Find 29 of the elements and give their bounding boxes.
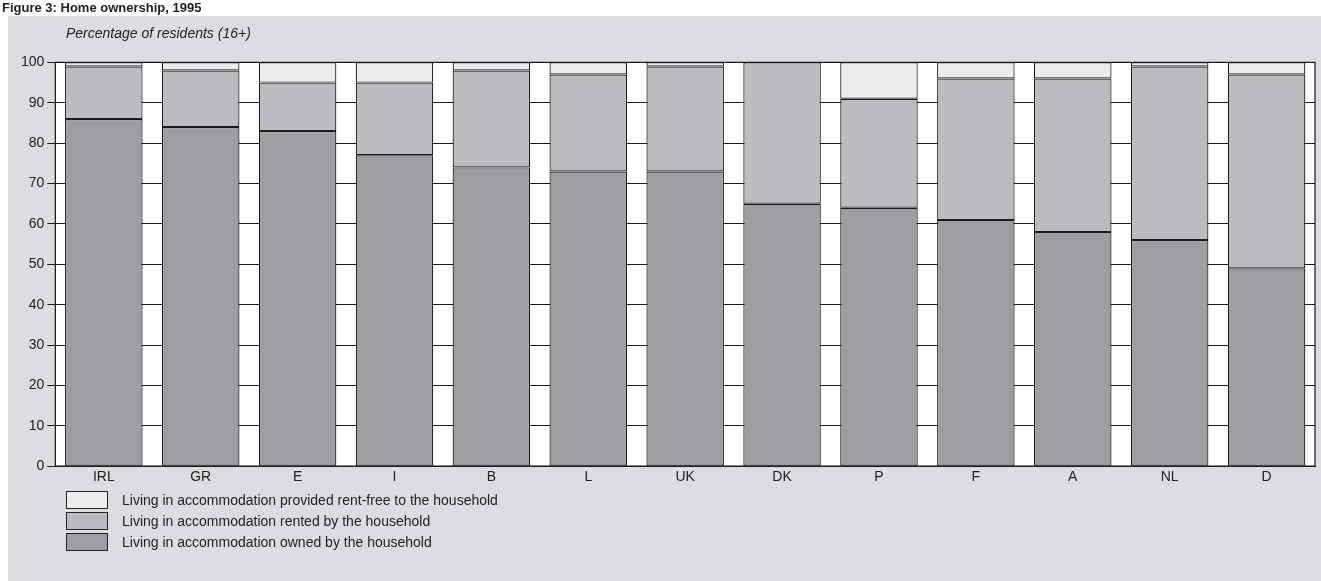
- x-tick-label: IRL: [92, 468, 115, 485]
- legend-label: Living in accommodation owned by the household: [122, 533, 432, 550]
- y-tick-label: 70: [28, 174, 45, 191]
- x-tick-label: I: [392, 468, 397, 485]
- chart-title: Figure 3: Home ownership, 1995: [1, 0, 203, 16]
- y-tick-label: 0: [36, 457, 45, 474]
- x-tick-label: F: [971, 468, 981, 485]
- y-tick-label: 10: [28, 416, 45, 433]
- y-tick-label: 40: [28, 295, 45, 312]
- y-tick-label: 50: [28, 255, 45, 272]
- x-tick-label: P: [874, 468, 884, 485]
- y-axis-title: Percentage of residents (16+): [65, 24, 252, 43]
- x-tick-label: UK: [675, 468, 696, 485]
- x-tick-label: DK: [772, 468, 793, 485]
- y-tick-label: 20: [28, 376, 45, 393]
- y-tick-label: 100: [21, 53, 45, 70]
- y-tick-label: 90: [28, 93, 45, 110]
- x-tick-label: A: [1068, 468, 1079, 485]
- x-tick-label: NL: [1160, 468, 1179, 485]
- x-tick-label: L: [584, 468, 593, 485]
- legend-label: Living in accommodation provided rent-free to the household: [122, 491, 498, 508]
- legend-label: Living in accommodation rented by the household: [122, 512, 431, 529]
- y-tick-label: 30: [28, 335, 45, 352]
- x-tick-label: E: [292, 468, 303, 485]
- x-tick-label: B: [486, 468, 497, 485]
- x-tick-label: GR: [190, 468, 212, 485]
- y-tick-label: 80: [28, 134, 45, 151]
- y-tick-label: 60: [28, 214, 45, 231]
- x-tick-label: D: [1261, 468, 1272, 485]
